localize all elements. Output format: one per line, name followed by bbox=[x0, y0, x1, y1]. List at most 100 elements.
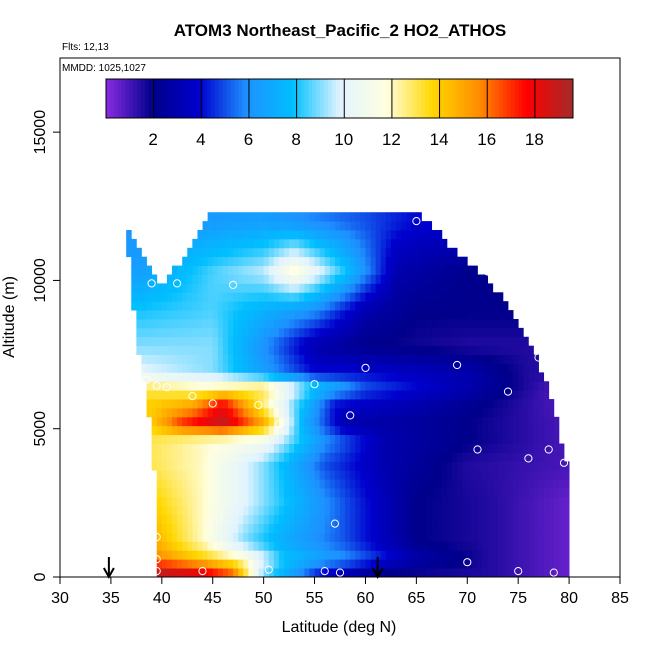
heatmap-cell bbox=[457, 327, 463, 338]
heatmap-cell bbox=[319, 238, 326, 249]
heatmap-cell bbox=[431, 363, 438, 373]
heatmap-cell bbox=[238, 532, 244, 542]
heatmap-cell bbox=[334, 390, 341, 400]
heatmap-cell bbox=[431, 354, 438, 364]
heatmap-cell bbox=[426, 416, 433, 427]
colorbar-swatch bbox=[366, 79, 372, 118]
heatmap-cell bbox=[309, 274, 315, 284]
heatmap-cell bbox=[278, 425, 285, 436]
heatmap-cell bbox=[401, 212, 407, 222]
heatmap-cell bbox=[340, 443, 346, 453]
heatmap-cell bbox=[385, 541, 392, 551]
heatmap-cell bbox=[309, 327, 315, 338]
heatmap-cell bbox=[340, 416, 346, 427]
heatmap-cell bbox=[477, 354, 483, 364]
heatmap-cell bbox=[319, 514, 326, 525]
heatmap-cell bbox=[141, 292, 147, 302]
heatmap-cell bbox=[436, 568, 443, 578]
heatmap-cell bbox=[426, 283, 433, 293]
heatmap-cell bbox=[294, 416, 300, 427]
heatmap-cell bbox=[396, 488, 402, 498]
heatmap-cell bbox=[268, 238, 275, 249]
heatmap-cell bbox=[319, 390, 326, 400]
heatmap-cell bbox=[172, 505, 178, 516]
heatmap-cell bbox=[564, 505, 570, 516]
heatmap-cell bbox=[172, 372, 178, 382]
heatmap-cell bbox=[299, 238, 305, 249]
heatmap-cell bbox=[558, 443, 565, 453]
heatmap-cell bbox=[416, 230, 422, 240]
heatmap-cell bbox=[222, 407, 229, 418]
heatmap-cell bbox=[492, 514, 499, 525]
heatmap-cell bbox=[477, 318, 483, 329]
heatmap-cell bbox=[406, 568, 412, 578]
heatmap-cell bbox=[355, 541, 361, 551]
heatmap-cell bbox=[161, 488, 168, 498]
heatmap-cell bbox=[243, 230, 249, 240]
heatmap-cell bbox=[192, 559, 198, 569]
heatmap-cell bbox=[253, 265, 259, 275]
heatmap-cell bbox=[284, 568, 290, 578]
heatmap-cell bbox=[187, 265, 193, 275]
heatmap-cell bbox=[233, 443, 239, 453]
heatmap-cell bbox=[273, 496, 280, 507]
heatmap-cell bbox=[314, 265, 321, 275]
heatmap-cell bbox=[401, 310, 407, 320]
colorbar-swatch bbox=[320, 79, 325, 118]
heatmap-cell bbox=[492, 434, 499, 444]
heatmap-cell bbox=[284, 470, 290, 480]
heatmap-cell bbox=[289, 390, 295, 400]
heatmap-cell bbox=[248, 274, 254, 284]
heatmap-cell bbox=[406, 247, 412, 258]
heatmap-cell bbox=[375, 505, 382, 516]
colorbar-swatch bbox=[222, 79, 228, 118]
heatmap-cell bbox=[309, 336, 315, 347]
heatmap-cell bbox=[243, 336, 249, 347]
heatmap-cell bbox=[365, 559, 371, 569]
heatmap-cell bbox=[299, 461, 305, 471]
heatmap-cell bbox=[360, 318, 366, 329]
heatmap-cell bbox=[299, 256, 305, 266]
heatmap-cell bbox=[197, 283, 203, 293]
heatmap-cell bbox=[487, 336, 494, 347]
heatmap-cell bbox=[324, 505, 331, 516]
heatmap-cell bbox=[441, 336, 448, 347]
heatmap-cell bbox=[207, 568, 214, 578]
heatmap-cell bbox=[365, 452, 371, 462]
heatmap-cell bbox=[477, 523, 483, 533]
heatmap-cell bbox=[212, 390, 219, 400]
heatmap-cell bbox=[278, 221, 285, 231]
heatmap-cell bbox=[340, 274, 346, 284]
heatmap-cell bbox=[406, 496, 412, 507]
heatmap-cell bbox=[156, 425, 163, 436]
heatmap-cell bbox=[441, 381, 448, 391]
heatmap-cell bbox=[156, 407, 163, 418]
heatmap-cell bbox=[340, 238, 346, 249]
heatmap-cell bbox=[436, 256, 443, 266]
heatmap-cell bbox=[564, 550, 570, 560]
heatmap-cell bbox=[222, 550, 229, 560]
heatmap-cell bbox=[396, 461, 402, 471]
heatmap-cell bbox=[411, 416, 417, 427]
heatmap-cell bbox=[294, 541, 300, 551]
heatmap-cell bbox=[284, 372, 290, 382]
heatmap-cell bbox=[523, 568, 529, 578]
heatmap-cell bbox=[355, 238, 361, 249]
heatmap-cell bbox=[222, 416, 229, 427]
heatmap-cell bbox=[370, 425, 377, 436]
heatmap-cell bbox=[385, 568, 392, 578]
heatmap-cell bbox=[446, 345, 453, 355]
heatmap-cell bbox=[207, 212, 214, 222]
heatmap-cell bbox=[258, 434, 265, 444]
heatmap-cell bbox=[212, 452, 219, 462]
heatmap-cell bbox=[253, 301, 259, 311]
heatmap-cell bbox=[523, 559, 529, 569]
heatmap-cell bbox=[207, 247, 214, 258]
heatmap-cell bbox=[207, 461, 214, 471]
heatmap-cell bbox=[360, 301, 366, 311]
heatmap-cell bbox=[228, 336, 234, 347]
heatmap-cell bbox=[192, 541, 198, 551]
heatmap-cell bbox=[360, 274, 366, 284]
heatmap-cell bbox=[319, 541, 326, 551]
heatmap-cell bbox=[401, 301, 407, 311]
